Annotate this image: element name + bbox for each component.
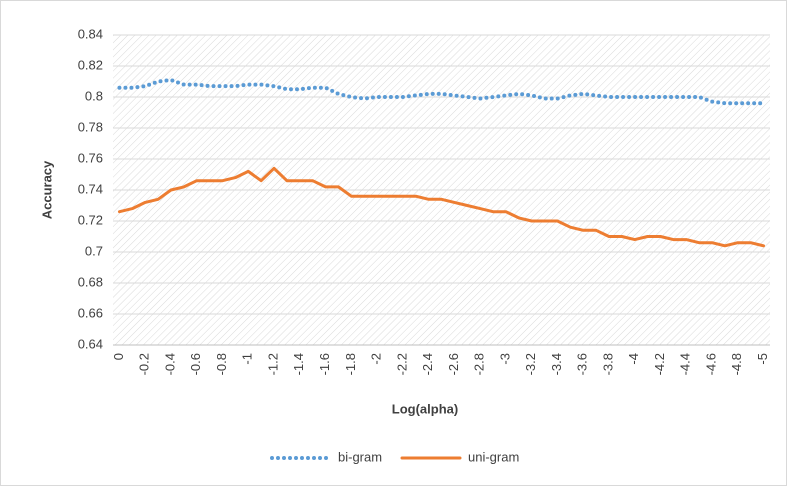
x-axis-label: Log(alpha) [392,401,458,416]
y-tick-label: 0.8 [85,88,103,103]
y-tick-label: 0.72 [78,212,103,227]
y-tick-label: 0.78 [78,119,103,134]
x-tick-label: -2.4 [420,353,435,375]
x-tick-label: -1.6 [317,353,332,375]
x-tick-label: -0.2 [137,353,152,375]
x-tick-label: -2 [369,353,384,365]
x-tick-label: -4.2 [652,353,667,375]
x-tick-label: -1 [240,353,255,365]
y-tick-label: 0.82 [78,57,103,72]
legend-label: uni-gram [468,449,519,464]
y-tick-label: 0.84 [78,26,103,41]
y-tick-label: 0.7 [85,243,103,258]
series-line [117,166,766,248]
x-tick-label: -0.8 [214,353,229,375]
x-tick-label: -1.2 [265,353,280,375]
x-tick-label: -3.4 [549,353,564,375]
x-tick-label: -2.2 [394,353,409,375]
y-axis-label: Accuracy [39,160,54,219]
x-tick-label: -4.6 [703,353,718,375]
x-tick-label: 0 [111,353,126,360]
x-tick-label: -5 [755,353,770,365]
x-tick-label: -4.8 [729,353,744,375]
x-tick-label: -3.8 [600,353,615,375]
x-tick-label: -2.6 [446,353,461,375]
legend-label: bi-gram [338,449,382,464]
y-tick-label: 0.74 [78,181,103,196]
x-tick-label: -1.8 [343,353,358,375]
series-line [117,77,766,106]
x-tick-label: -3.2 [523,353,538,375]
x-tick-label: -2.8 [472,353,487,375]
x-tick-label: -1.4 [291,353,306,375]
y-tick-label: 0.68 [78,274,103,289]
x-tick-label: -4 [626,353,641,365]
x-tick-label: -3 [497,353,512,365]
y-tick-label: 0.76 [78,150,103,165]
y-tick-label: 0.64 [78,336,103,351]
y-tick-label: 0.66 [78,305,103,320]
x-tick-label: -0.4 [162,353,177,375]
x-tick-label: -0.6 [188,353,203,375]
x-tick-label: -4.4 [678,353,693,375]
x-tick-label: -3.6 [575,353,590,375]
